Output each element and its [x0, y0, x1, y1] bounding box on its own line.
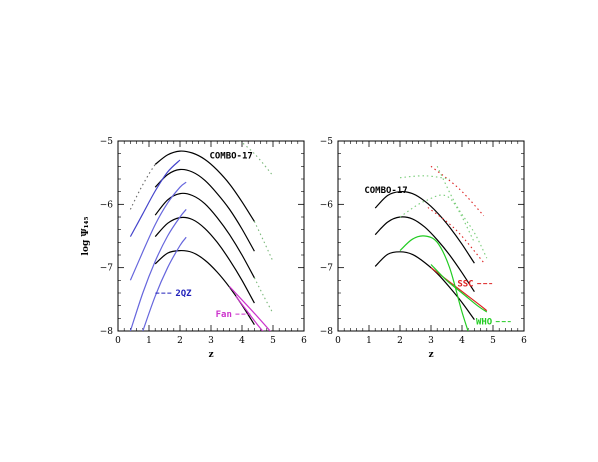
- y-tick-label: −6: [320, 200, 334, 210]
- x-axis-label: z: [208, 350, 213, 360]
- chart-panel-2: 0 1 2 3 4 5 6 −5 −6 −7 −8 z COMBO-17 SSC WHO: [320, 137, 527, 360]
- annotation-combo-17: COMBO-17: [364, 186, 407, 196]
- y-tick-label: −8: [320, 327, 334, 337]
- series-line-2qz: [142, 236, 187, 331]
- plot-frame: [117, 140, 305, 332]
- series-line-who: [399, 235, 469, 331]
- x-tick-label: 1: [146, 336, 152, 346]
- chart-panel-1: 0 1 2 3 4 5 6 −5 −6 −7 −8 z log Ψ₁₄₅ COMBO-17 2QZ Fan: [81, 137, 307, 360]
- y-axis-label: log Ψ₁₄₅: [81, 217, 91, 256]
- series-line-ssc-dotted: [430, 165, 485, 217]
- series-line-combo17: [154, 192, 255, 279]
- plot-frame: [337, 140, 525, 332]
- x-tick-label: 0: [335, 336, 341, 346]
- annotation-ssc: SSC: [457, 280, 473, 290]
- series-group: [374, 165, 488, 331]
- x-tick-label: 5: [270, 336, 276, 346]
- x-tick-label: 2: [397, 336, 403, 346]
- x-tick-label: 1: [366, 336, 372, 346]
- annotation-fan: Fan: [216, 310, 232, 320]
- series-line-combo17-dotted: [253, 277, 274, 314]
- annotation-who: WHO: [476, 318, 493, 328]
- series-line-who: [430, 264, 488, 313]
- series-line-2qz: [129, 159, 181, 237]
- x-tick-label: 2: [177, 336, 183, 346]
- x-tick-label: 6: [521, 336, 527, 346]
- x-tick-label: 3: [428, 336, 434, 346]
- x-tick-label: 4: [459, 336, 465, 346]
- x-tick-label: 4: [239, 336, 245, 346]
- series-line-combo17-dotted: [129, 164, 156, 210]
- series-line-fan: [235, 295, 264, 331]
- x-axis-label: z: [428, 350, 433, 360]
- series-line-combo17: [154, 216, 255, 304]
- series-line-who-dotted: [399, 194, 475, 243]
- x-tick-label: 5: [490, 336, 496, 346]
- y-tick-label: −7: [100, 264, 114, 274]
- y-tick-label: −6: [100, 200, 114, 210]
- annotation-2qz: 2QZ: [175, 289, 192, 299]
- x-tick-label: 6: [301, 336, 307, 346]
- series-line-who-dotted: [399, 175, 450, 180]
- series-line-combo17: [374, 216, 475, 293]
- series-group: [129, 141, 274, 331]
- series-line-2qz: [129, 209, 187, 331]
- y-tick-label: −5: [100, 137, 114, 147]
- x-tick-label: 0: [115, 336, 121, 346]
- y-tick-label: −8: [100, 327, 114, 337]
- series-line-fan: [229, 286, 271, 331]
- y-tick-label: −5: [320, 137, 334, 147]
- series-line-combo17: [154, 150, 255, 222]
- x-tick-label: 3: [208, 336, 214, 346]
- annotation-combo-17: COMBO-17: [209, 152, 252, 162]
- y-tick-label: −7: [320, 264, 334, 274]
- series-line-combo17: [374, 191, 475, 264]
- series-line-2qz: [129, 181, 187, 281]
- series-line-combo17: [154, 168, 255, 252]
- series-line-who-dotted: [436, 166, 488, 259]
- series-line-combo17-dotted: [253, 221, 274, 262]
- series-line-ssc-dotted: [427, 207, 485, 263]
